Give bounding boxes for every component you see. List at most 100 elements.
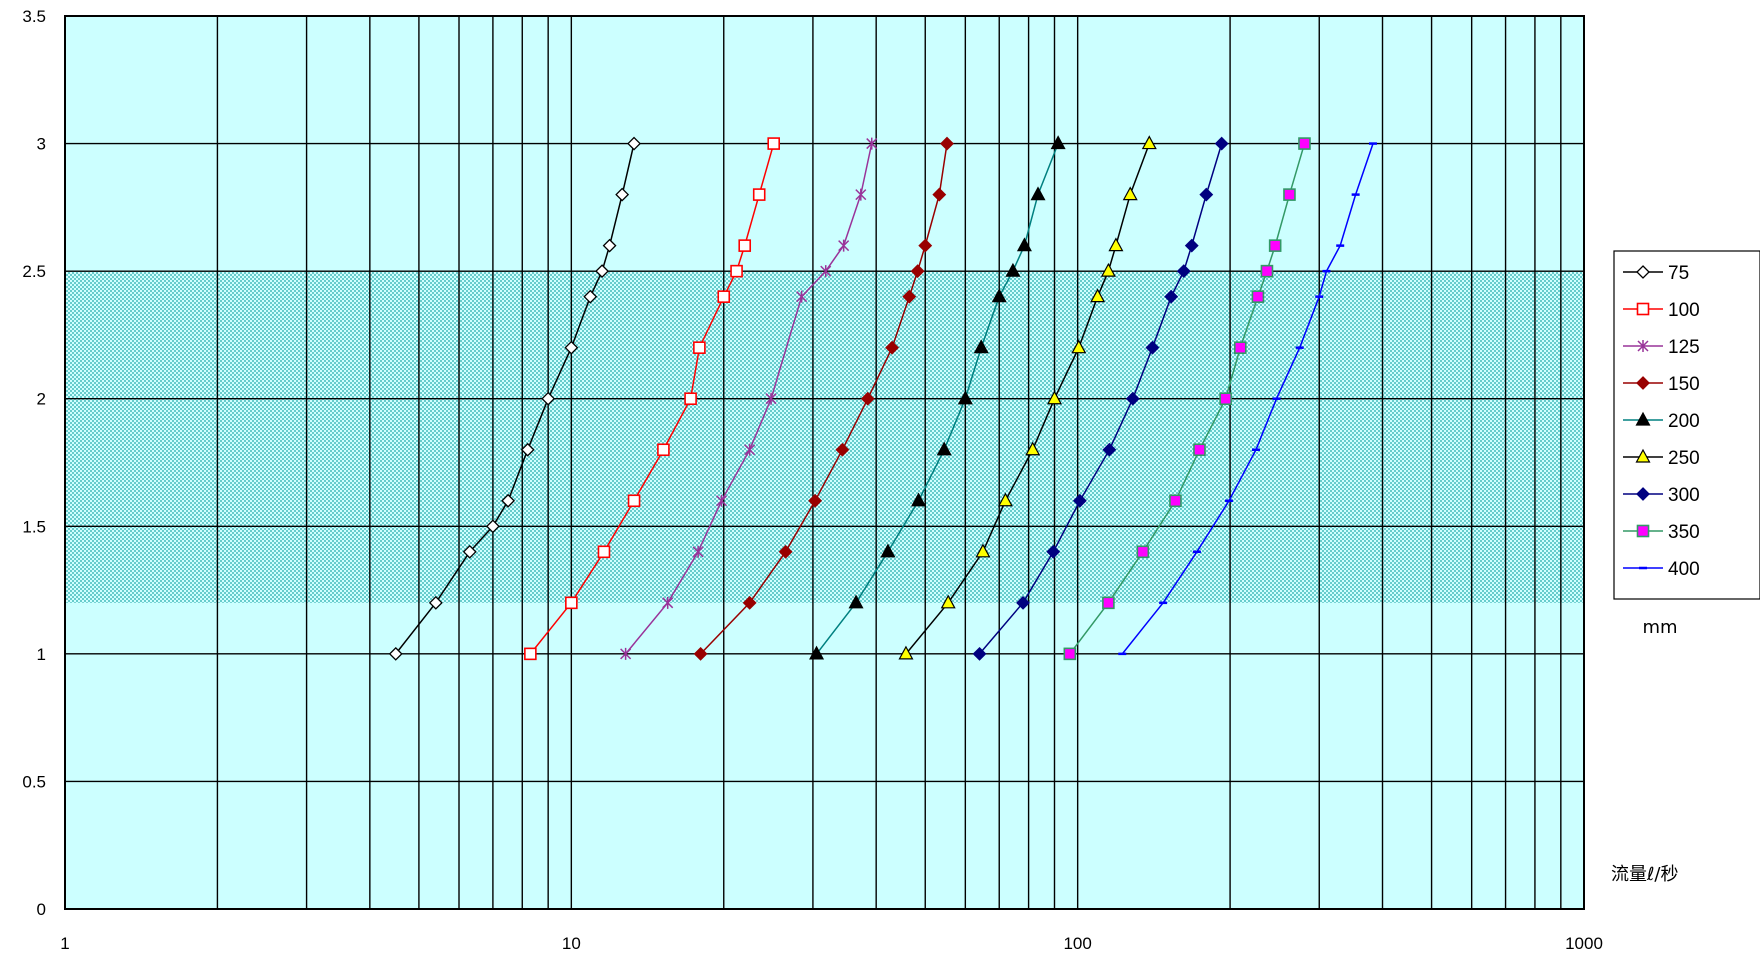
data-point <box>778 544 793 559</box>
series-350 <box>1063 137 1311 661</box>
data-point <box>1125 391 1140 406</box>
data-point <box>1016 237 1032 252</box>
series-line <box>1121 143 1374 655</box>
data-point <box>693 646 708 661</box>
legend-label: 300 <box>1668 485 1700 506</box>
data-point <box>1102 596 1115 610</box>
legend-marker <box>1635 411 1651 426</box>
data-point <box>997 492 1013 507</box>
data-point <box>1214 136 1229 151</box>
legend-label: 250 <box>1668 448 1700 469</box>
data-point <box>1030 186 1046 201</box>
data-point <box>1108 237 1124 252</box>
data-point <box>1233 341 1247 354</box>
series-line <box>529 143 775 655</box>
legend-marker <box>1636 376 1650 390</box>
data-point <box>524 647 537 661</box>
data-point <box>1251 290 1265 303</box>
data-point <box>885 340 899 355</box>
data-point <box>838 239 850 252</box>
data-point <box>866 137 878 150</box>
data-point <box>808 493 823 508</box>
data-point <box>1063 647 1077 661</box>
data-point <box>991 288 1007 303</box>
shaded-band <box>65 271 1584 603</box>
data-point <box>809 645 825 660</box>
data-point <box>973 339 989 354</box>
data-point <box>1005 262 1021 277</box>
data-point <box>860 391 875 406</box>
data-point <box>972 646 987 661</box>
data-point <box>796 290 808 303</box>
data-point <box>1046 544 1061 559</box>
data-point <box>565 596 578 610</box>
series-150 <box>693 136 954 661</box>
data-point <box>932 187 947 202</box>
series-300 <box>972 136 1229 661</box>
data-point <box>1025 441 1041 456</box>
series-line <box>816 143 1059 655</box>
legend-item-75: 75 <box>1623 263 1689 284</box>
series-100 <box>524 137 781 661</box>
x-tick-label: 10 <box>562 934 581 953</box>
data-point <box>1071 339 1087 354</box>
legend-item-200: 200 <box>1623 411 1700 432</box>
legend-item-100: 100 <box>1623 300 1700 321</box>
data-point <box>388 646 403 661</box>
y-tick-label: 1 <box>37 645 46 664</box>
legend-marker <box>1637 340 1649 352</box>
data-point <box>716 494 728 507</box>
data-point <box>1046 390 1063 405</box>
legend-item-300: 300 <box>1623 485 1700 506</box>
data-point <box>911 492 927 507</box>
y-tick-label: 1.5 <box>22 517 46 536</box>
data-point <box>957 390 973 405</box>
data-point <box>742 595 757 610</box>
data-point <box>462 544 477 559</box>
data-point <box>428 595 443 610</box>
legend-label: 200 <box>1668 411 1700 432</box>
legend-marker <box>1636 524 1650 538</box>
data-point <box>1164 289 1179 304</box>
y-tick-label: 3 <box>37 135 46 154</box>
legend-item-350: 350 <box>1623 522 1700 543</box>
data-point <box>752 188 766 201</box>
y-tick-label: 2.5 <box>22 262 46 281</box>
data-point <box>1136 545 1150 559</box>
data-point <box>615 187 630 202</box>
y-tick-label: 0.5 <box>22 772 46 791</box>
data-point <box>940 136 954 151</box>
data-point <box>855 188 867 201</box>
x-tick-label: 1 <box>60 934 69 953</box>
data-point <box>1176 264 1191 279</box>
data-point <box>910 264 925 279</box>
data-point <box>936 441 952 456</box>
series-200 <box>809 135 1066 660</box>
legend-item-125: 125 <box>1623 337 1700 358</box>
legend-label: 100 <box>1668 300 1700 321</box>
x-tick-label: 100 <box>1063 934 1091 953</box>
data-point <box>692 545 704 558</box>
data-point <box>602 238 617 253</box>
legend-marker <box>1636 302 1650 316</box>
data-point <box>1102 442 1117 457</box>
data-point <box>597 545 611 559</box>
data-point <box>1193 443 1206 457</box>
data-point <box>738 239 752 252</box>
data-point <box>730 264 743 278</box>
legend-label: 75 <box>1668 263 1689 284</box>
data-point <box>1016 595 1030 610</box>
legend-marker <box>1635 448 1651 463</box>
data-point <box>485 519 500 534</box>
data-point <box>767 137 781 150</box>
data-point <box>1260 264 1274 278</box>
legend-item-150: 150 <box>1623 374 1700 395</box>
legend-item-400: 400 <box>1623 559 1700 580</box>
data-point <box>627 136 641 151</box>
legend-label: 150 <box>1668 374 1700 395</box>
data-point <box>1145 340 1160 355</box>
data-point <box>1141 135 1157 150</box>
legend-item-250: 250 <box>1623 448 1700 469</box>
data-point <box>744 443 756 456</box>
